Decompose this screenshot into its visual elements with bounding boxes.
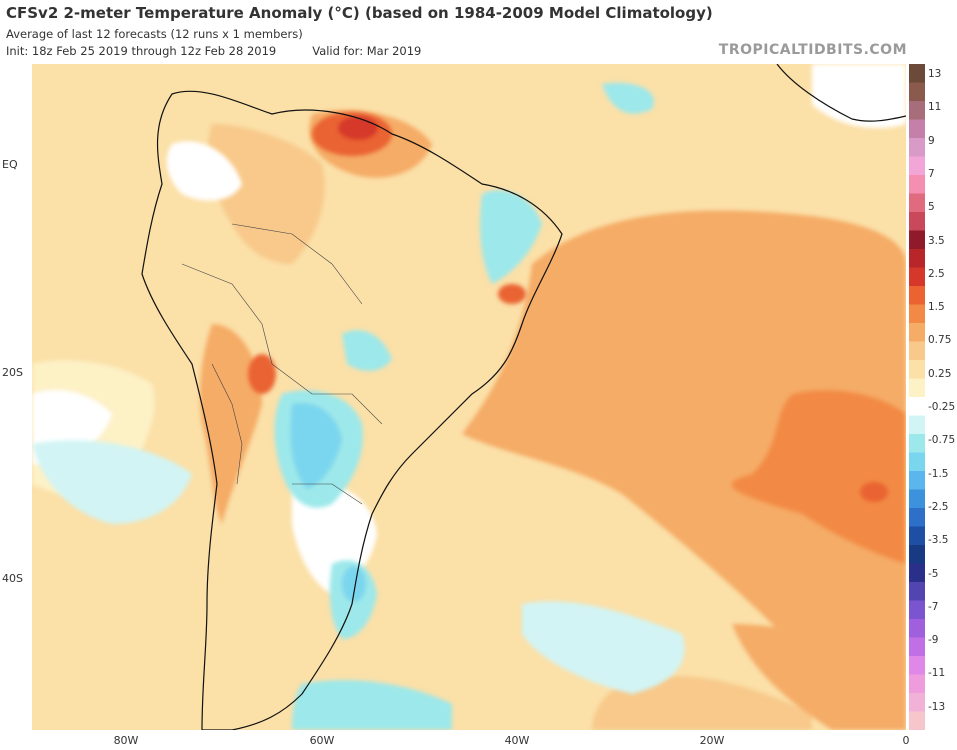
lon-label-20w: 20W: [699, 734, 725, 747]
lat-label-40s: 40S: [2, 572, 23, 585]
colorbar-swatch: [909, 674, 925, 694]
colorbar-swatch: [909, 156, 925, 176]
colorbar-label: 2.5: [928, 267, 945, 280]
colorbar-swatch: [909, 304, 925, 324]
colorbar-swatch: [909, 582, 925, 601]
colorbar-swatch: [909, 82, 925, 102]
colorbar-swatch: [909, 286, 925, 305]
colorbar-label: -0.25: [928, 401, 956, 413]
colorbar-label: 0.25: [928, 367, 952, 380]
colorbar-swatch: [909, 101, 925, 120]
coastline: [141, 90, 563, 730]
colorbar-swatch: [909, 545, 925, 564]
colorbar-swatch: [909, 711, 925, 730]
colorbar-label: -11: [928, 667, 946, 680]
site-credit[interactable]: TROPICALTIDBITS.COM: [718, 42, 907, 58]
colorbar-label: -5: [928, 567, 939, 580]
colorbar-label: -3.5: [928, 534, 949, 547]
lon-label-0: 0: [902, 734, 910, 747]
colorbar-swatch: [909, 193, 925, 213]
colorbar-label: -13: [928, 700, 946, 713]
colorbar-swatch: [909, 138, 925, 157]
colorbar-swatch: [909, 323, 925, 342]
colorbar-swatch: [909, 693, 925, 712]
anomaly-map: [32, 64, 906, 730]
colorbar-label: 9: [928, 134, 935, 147]
valid-text: Valid for: Mar 2019: [312, 44, 422, 58]
colorbar-swatch: [909, 64, 925, 83]
colorbar-swatch: [909, 489, 925, 509]
colorbar-swatch: [909, 341, 925, 361]
colorbar-swatch: [909, 119, 925, 139]
cool-anomaly-areas: [32, 82, 685, 730]
colorbar-swatch: [909, 175, 925, 194]
lon-label-80w: 80W: [113, 734, 139, 747]
lat-label-eq: EQ: [2, 158, 18, 171]
colorbar-label: 3.5: [928, 234, 945, 247]
colorbar-label: 7: [928, 167, 935, 180]
colorbar-swatch: [909, 397, 925, 416]
colorbar-label: -9: [928, 634, 939, 647]
colorbar-swatch: [909, 267, 925, 287]
colorbar-label: 13: [928, 68, 942, 80]
colorbar-swatch: [909, 360, 925, 379]
colorbar-label: 1.5: [928, 301, 945, 314]
colorbar-label: 0.75: [928, 334, 952, 347]
colorbar-swatch: [909, 249, 925, 268]
colorbar-swatch: [909, 378, 925, 398]
colorbar-swatch: [909, 471, 925, 490]
colorbar-label: -7: [928, 600, 939, 613]
chart-title: CFSv2 2-meter Temperature Anomaly (°C) (…: [6, 4, 713, 22]
lon-label-60w: 60W: [309, 734, 335, 747]
country-borders: [181, 223, 383, 505]
colorbar-swatch: [909, 637, 925, 657]
colorbar-label: -0.75: [928, 434, 956, 447]
colorbar-label: -2.5: [928, 500, 949, 513]
colorbar-label: 11: [928, 101, 942, 114]
colorbar-swatch: [909, 434, 925, 453]
colorbar: [909, 64, 925, 730]
colorbar-swatch: [909, 526, 925, 546]
africa-coastline: [776, 64, 906, 122]
colorbar-swatch: [909, 563, 925, 583]
colorbar-swatch: [909, 619, 925, 638]
init-text: Init: 18z Feb 25 2019 through 12z Feb 28…: [6, 44, 277, 58]
colorbar-label: 5: [928, 201, 935, 214]
lat-label-20s: 20S: [2, 366, 23, 379]
colorbar-swatch: [909, 508, 925, 527]
colorbar-swatch: [909, 600, 925, 620]
colorbar-swatch: [909, 452, 925, 472]
colorbar-label: -1.5: [928, 467, 949, 480]
chart-subtitle: Average of last 12 forecasts (12 runs x …: [6, 27, 303, 41]
colorbar-swatch: [909, 212, 925, 231]
colorbar-swatch: [909, 230, 925, 250]
colorbar-swatch: [909, 415, 925, 435]
lon-label-40w: 40W: [504, 734, 530, 747]
init-valid-line: Init: 18z Feb 25 2019 through 12z Feb 28…: [6, 44, 457, 58]
colorbar-swatch: [909, 656, 925, 675]
